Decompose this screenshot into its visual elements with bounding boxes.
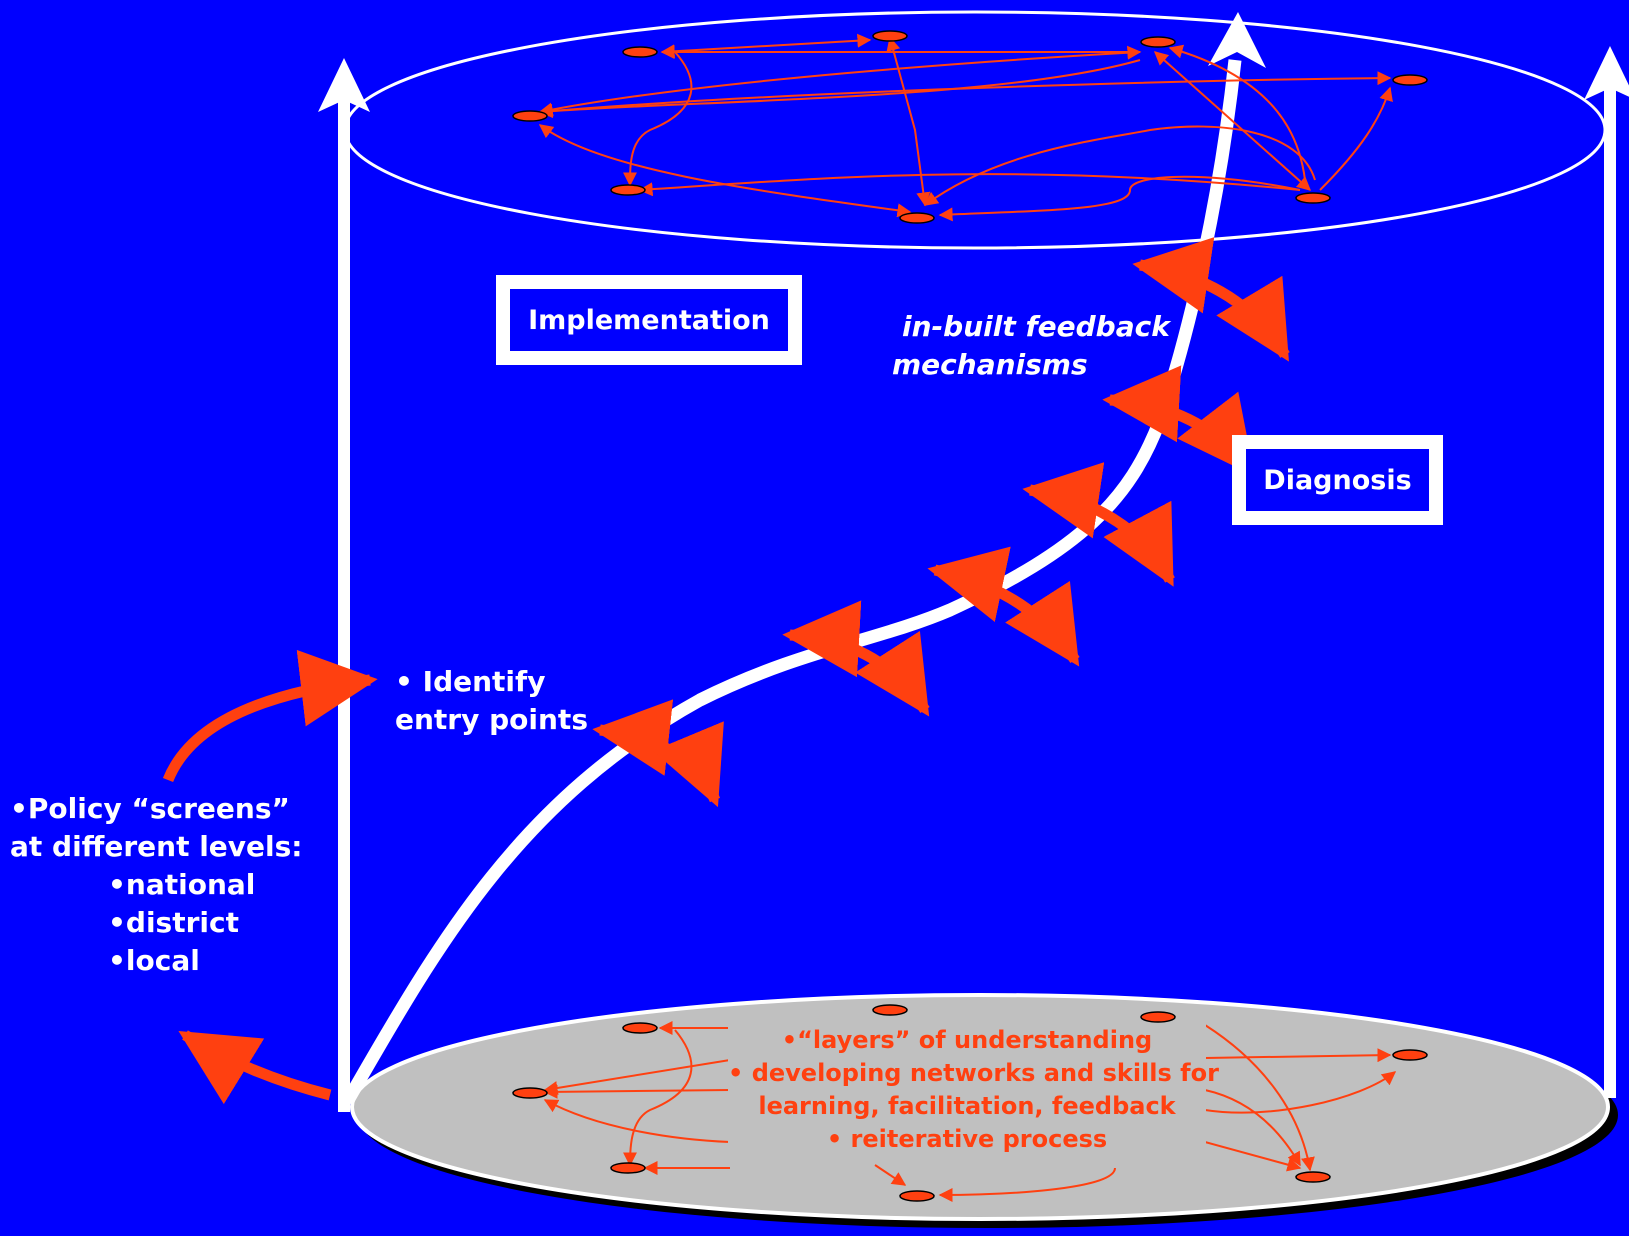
identify-caption-line: • Identify	[395, 665, 546, 698]
bottom-node	[610, 1162, 646, 1174]
top-network	[512, 30, 1428, 224]
policy-caption-line: at different levels:	[10, 830, 303, 863]
top-node	[1392, 74, 1428, 86]
policy-caption: •Policy “screens” at different levels: •…	[10, 790, 303, 980]
bottom-node	[1392, 1049, 1428, 1061]
feedback-caption-line: in-built feedback	[902, 310, 1170, 343]
top-node	[622, 46, 658, 58]
feedback-arrows	[162, 237, 1290, 1105]
feedback-caption: in-built feedback mechanisms	[892, 308, 1170, 384]
top-node	[610, 184, 646, 196]
top-node	[1140, 36, 1176, 48]
bottom-node	[622, 1022, 658, 1034]
implementation-label: Implementation	[528, 304, 770, 336]
base-caption-line: •“layers” of understanding	[781, 1026, 1153, 1054]
top-node	[1295, 192, 1331, 204]
base-caption-line: • developing networks and skills for	[728, 1059, 1219, 1087]
policy-level-item: •district	[108, 906, 239, 939]
policy-caption-line: •Policy “screens”	[10, 792, 290, 825]
bottom-node	[512, 1087, 548, 1099]
base-caption: •“layers” of understanding • developing …	[728, 1024, 1219, 1156]
policy-level-item: •local	[108, 944, 200, 977]
feedback-caption-line: mechanisms	[892, 348, 1088, 381]
diagnosis-label: Diagnosis	[1263, 464, 1412, 496]
identify-caption: • Identify entry points	[395, 663, 588, 739]
bottom-node	[1295, 1171, 1331, 1183]
implementation-box: Implementation	[496, 275, 802, 365]
bottom-node	[899, 1190, 935, 1202]
top-node	[899, 212, 935, 224]
left-vertical-arrow	[318, 58, 370, 1112]
progress-curve-arrow	[341, 12, 1266, 1106]
top-node	[872, 30, 908, 42]
bottom-network	[512, 1004, 1428, 1202]
base-caption-line: learning, facilitation, feedback	[758, 1092, 1176, 1120]
bottom-node	[872, 1004, 908, 1016]
top-node	[512, 110, 548, 122]
bottom-node	[1140, 1011, 1176, 1023]
base-caption-line: • reiterative process	[826, 1125, 1108, 1153]
identify-caption-line: entry points	[395, 703, 588, 736]
policy-level-item: •national	[108, 868, 256, 901]
right-vertical-arrow	[1584, 46, 1629, 1098]
diagnosis-box: Diagnosis	[1232, 435, 1443, 525]
